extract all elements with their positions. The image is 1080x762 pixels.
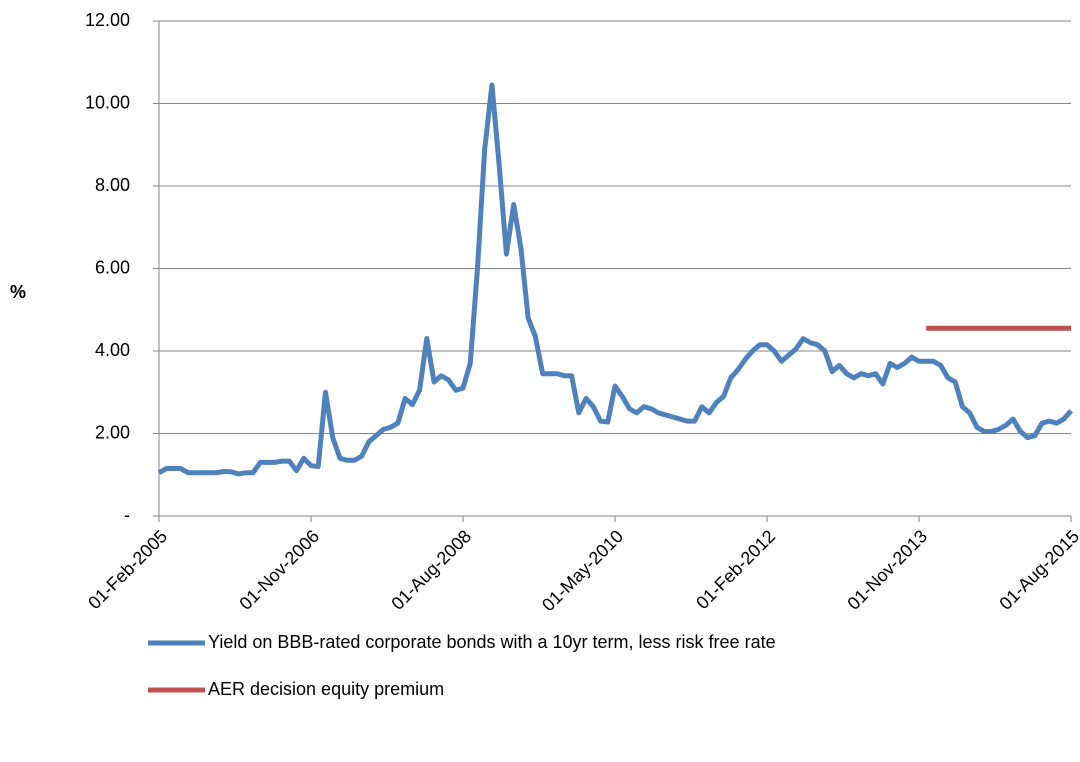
x-tick-label: 01-Nov-2006 <box>235 526 323 614</box>
x-tick-label: 01-Feb-2012 <box>692 526 779 613</box>
y-tick-label: 12.00 <box>85 10 130 30</box>
legend-label: Yield on BBB-rated corporate bonds with … <box>208 632 776 652</box>
y-tick-label: - <box>124 505 130 525</box>
y-tick-label: 2.00 <box>95 422 130 442</box>
x-tick-label: 01-Feb-2005 <box>84 526 171 613</box>
y-tick-label: 8.00 <box>95 175 130 195</box>
y-axis-label: % <box>10 282 26 302</box>
x-tick-label: 01-May-2010 <box>538 526 627 615</box>
y-tick-label: 10.00 <box>85 92 130 112</box>
x-tick-label: 01-Aug-2015 <box>995 526 1080 614</box>
series-line <box>157 82 1073 477</box>
y-tick-label: 6.00 <box>95 257 130 277</box>
x-tick-label: 01-Nov-2013 <box>843 526 931 614</box>
y-tick-label: 4.00 <box>95 340 130 360</box>
legend-label: AER decision equity premium <box>208 679 444 699</box>
x-tick-label: 01-Aug-2008 <box>387 526 475 614</box>
